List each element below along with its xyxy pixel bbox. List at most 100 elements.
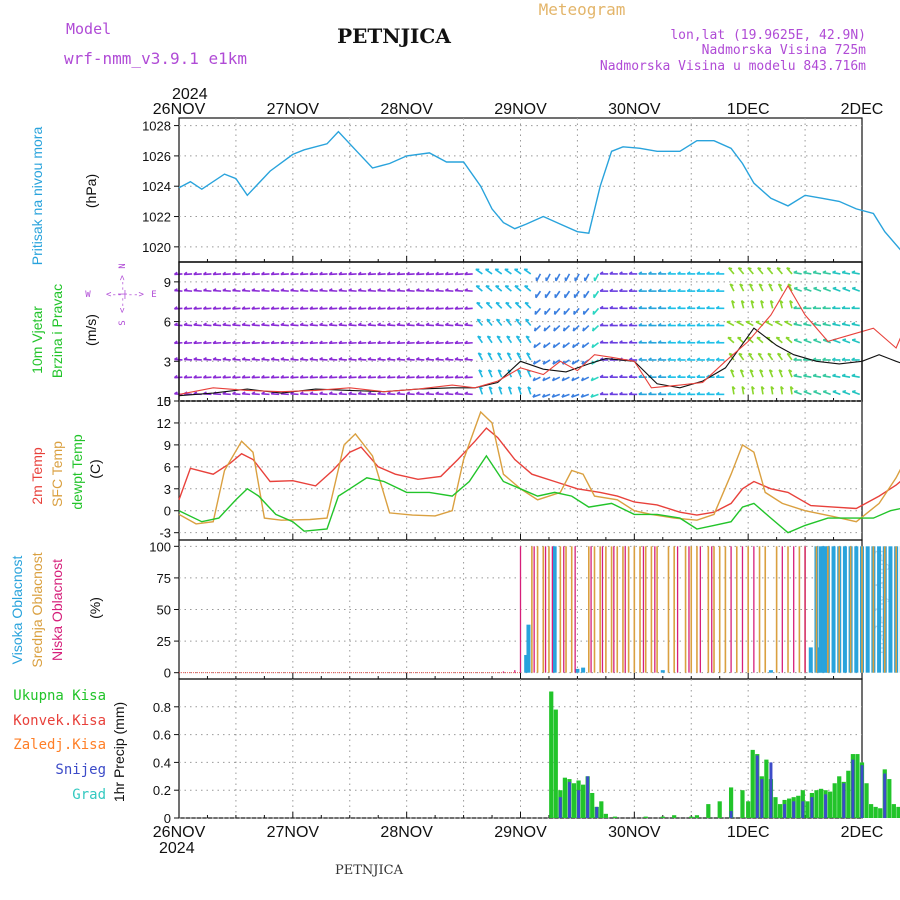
wind-arrow-head <box>841 357 846 361</box>
wind-arrow-head <box>464 288 469 292</box>
wind-arrow-head <box>193 288 198 292</box>
day-label-top: 28NOV <box>380 101 433 118</box>
precip-bar <box>814 790 819 818</box>
lonlat-label: lon,lat (19.9625E, 42.9N) <box>670 28 866 43</box>
precip-bar <box>883 773 887 818</box>
wind-arrow-head <box>357 288 362 292</box>
cloud-bar <box>815 546 818 673</box>
series-temp-2 <box>178 454 900 534</box>
wind-arrow-head <box>740 369 744 373</box>
wind-arrow-head <box>822 373 827 377</box>
wind-arrow-head <box>831 357 836 361</box>
precip-bar <box>595 806 599 818</box>
day-label-top: 27NOV <box>267 101 320 118</box>
panel-3: 0 25 50 75 100 <box>149 539 900 681</box>
y-tick-label: 9 <box>164 275 171 290</box>
wind-arrow-head <box>715 305 720 309</box>
wind-arrow-head <box>812 373 817 377</box>
wind-arrow-head <box>648 391 652 396</box>
wind-arrow-head <box>464 322 469 326</box>
wind-arrow-head <box>841 373 846 377</box>
wind-arrow-head <box>730 369 735 373</box>
wind-arrow-head <box>338 374 343 379</box>
cloud-bar <box>696 546 698 673</box>
wind-arrow-head <box>648 357 652 361</box>
wind-arrow-head <box>415 306 420 310</box>
wind-arrow-head <box>731 299 736 304</box>
wind-arrow-head <box>357 356 362 361</box>
cloud-bar <box>676 546 679 673</box>
wind-arrow-head <box>454 271 459 276</box>
wind-arrow-head <box>561 377 565 382</box>
wind-arrow-head <box>328 306 333 310</box>
cloud-bar <box>570 546 573 673</box>
wind-arrow-head <box>638 322 643 327</box>
wind-arrow-head <box>290 391 294 395</box>
wind-arrow-head <box>174 356 178 361</box>
cloud-bar <box>639 546 641 673</box>
wind-arrow-head <box>696 305 701 309</box>
precip-legend-total: Ukupna Kisa <box>13 688 106 704</box>
cloud-bar <box>559 546 562 673</box>
wind-arrow-head <box>415 322 420 326</box>
day-label-top: 30NOV <box>608 101 661 118</box>
wind-arrow-head <box>748 352 753 356</box>
wind-arrow-head <box>193 356 198 361</box>
panels: 102010221024102610280369-303691215025507… <box>142 117 900 826</box>
wind-arrow-head <box>290 322 294 326</box>
wind-arrow-head <box>435 356 440 361</box>
wind-arrow-head <box>280 271 285 276</box>
wind-arrow-head <box>648 271 652 275</box>
wind-arrow-head <box>415 288 420 292</box>
cloud-bar <box>514 670 516 673</box>
wind-arrow-head <box>203 288 207 292</box>
wind-arrow-head <box>454 356 459 361</box>
cloud-bar <box>633 546 636 673</box>
wind-arrow-head <box>425 340 430 344</box>
wind-arrow-head <box>508 386 512 390</box>
y-tick-label: 6 <box>164 315 171 330</box>
wind-arrow-head <box>328 271 333 276</box>
wind-arrow-head <box>696 340 701 344</box>
model-name: wrf-nmm_v3.9.1 e1km <box>64 49 247 68</box>
precip-bar <box>796 795 801 818</box>
wind-arrow-head <box>562 344 565 348</box>
precip-bar <box>750 749 755 818</box>
wind-arrow-head <box>270 356 275 361</box>
wind-arrow-head <box>309 306 314 310</box>
y-tick-label: 1022 <box>142 210 171 225</box>
series-temp-1 <box>178 410 900 525</box>
wind-arrow-head <box>749 283 754 287</box>
precip-bar <box>717 801 722 818</box>
precip-bar <box>760 779 764 818</box>
wind-arrow-head <box>741 299 745 304</box>
wind-arrow-head <box>648 305 652 309</box>
wind-arrow-head <box>572 327 575 332</box>
wind-arrow-head <box>570 393 575 398</box>
wind-arrow-head <box>406 271 410 276</box>
wind-arrow-head <box>686 340 691 344</box>
day-label-bottom: 29NOV <box>494 824 547 841</box>
precip-bar <box>810 797 814 818</box>
precip-bar <box>842 783 846 818</box>
wind-arrow-head <box>787 283 792 287</box>
wind-arrow-head <box>822 305 827 309</box>
day-label-bottom: 2DEC <box>841 824 884 841</box>
wind-arrow-head <box>553 327 556 332</box>
wind-arrow-head <box>309 374 314 379</box>
wind-arrow-head <box>183 322 188 326</box>
wind-arrow-head <box>667 391 672 396</box>
wind-arrow-head <box>280 288 285 292</box>
wind-arrow-head <box>552 344 556 348</box>
wind-arrow-head <box>425 288 430 292</box>
precip-bar <box>694 815 700 818</box>
wind-arrow-head <box>319 322 323 326</box>
cloud-bar <box>667 546 670 673</box>
cloud-bar <box>724 546 727 673</box>
precip-bar <box>729 811 733 818</box>
wind-arrow-head <box>581 344 585 348</box>
wind-arrow-head <box>706 340 710 344</box>
wind-arrow-head <box>406 391 411 395</box>
wind-arrow-head <box>517 386 522 390</box>
wind-arrow-head <box>580 377 585 382</box>
